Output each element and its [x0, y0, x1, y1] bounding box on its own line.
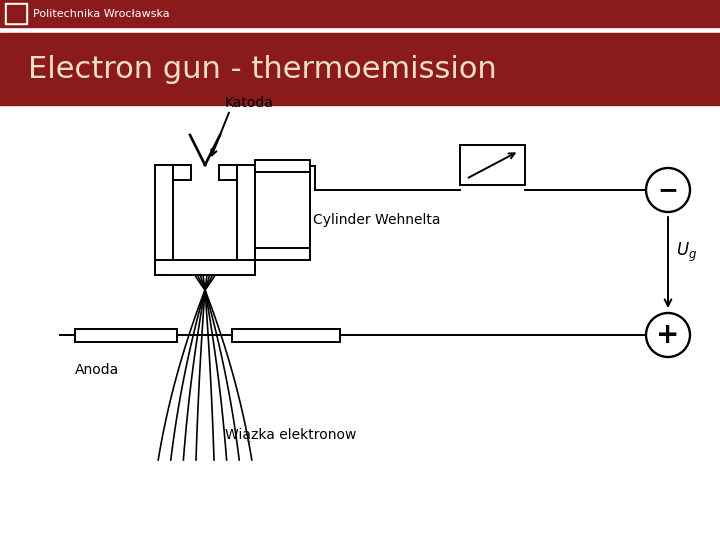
Text: Politechnika Wrocławska: Politechnika Wrocławska: [33, 9, 170, 19]
Bar: [255, 248, 310, 260]
Bar: [173, 165, 191, 180]
Bar: [219, 165, 237, 180]
Bar: [75, 328, 177, 341]
Bar: [460, 145, 525, 185]
Bar: [237, 165, 255, 275]
Text: −: −: [657, 178, 678, 202]
Bar: [0, 33, 720, 105]
Bar: [155, 165, 173, 275]
Text: Electron gun - thermoemission: Electron gun - thermoemission: [28, 55, 497, 84]
Text: Katoda: Katoda: [225, 96, 274, 110]
Bar: [173, 165, 237, 260]
Text: Wiązka elektronow: Wiązka elektronow: [225, 428, 356, 442]
Bar: [255, 160, 310, 172]
Bar: [173, 248, 237, 260]
Bar: [232, 328, 340, 341]
Text: Anoda: Anoda: [75, 363, 120, 377]
Bar: [7, 5, 25, 22]
Text: $U_g$: $U_g$: [676, 241, 697, 264]
Text: Cylinder Wehnelta: Cylinder Wehnelta: [313, 213, 441, 227]
Bar: [5, 3, 27, 24]
Text: +: +: [657, 321, 680, 349]
Bar: [155, 260, 255, 275]
Bar: [0, 0, 720, 27]
